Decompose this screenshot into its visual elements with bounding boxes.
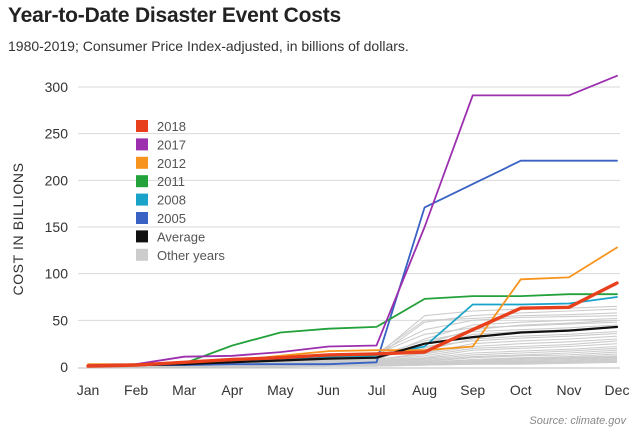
legend-swatch xyxy=(136,230,148,243)
gridlines xyxy=(78,86,620,369)
legend-swatch xyxy=(136,120,148,132)
legend: 2018 2017 2012 2011 2008 2005 Average Other yea… xyxy=(136,119,225,263)
highlighted-series-lines xyxy=(86,74,619,368)
series-line-2018 xyxy=(86,281,619,368)
x-tick-label: Apr xyxy=(221,382,243,398)
x-tick-label: Mar xyxy=(172,382,196,398)
x-tick-label: Nov xyxy=(556,382,581,398)
x-tick-label: Sep xyxy=(460,382,485,398)
legend-label: 2005 xyxy=(157,211,186,226)
x-tick-label: Aug xyxy=(412,382,437,398)
y-tick-label: 250 xyxy=(45,126,69,142)
legend-label: Average xyxy=(157,229,205,244)
legend-swatch xyxy=(136,248,148,261)
legend-label: 2008 xyxy=(157,193,186,208)
legend-swatch xyxy=(136,175,148,188)
y-axis-label: COST IN BILLIONS xyxy=(10,162,26,295)
source-note: Source: climate.gov xyxy=(529,415,626,427)
y-tick-label: 100 xyxy=(45,266,69,282)
legend-swatch xyxy=(136,212,148,224)
page-title: Year-to-Date Disaster Event Costs xyxy=(8,4,342,27)
legend-label: 2017 xyxy=(157,137,186,152)
other-year-line xyxy=(88,361,618,368)
y-tick-label: 50 xyxy=(52,312,68,328)
x-tick-label: Oct xyxy=(510,382,532,398)
x-tick-label: Dec xyxy=(605,382,630,398)
y-tick-label: 150 xyxy=(45,219,69,235)
series-line-2017 xyxy=(87,74,618,367)
legend-label: 2012 xyxy=(157,156,186,171)
x-axis-ticks: Jan Feb Mar Apr May Jun Jul Aug Sep Oct Nov Dec xyxy=(77,382,630,398)
legend-label: Other years xyxy=(157,248,225,263)
x-tick-label: Jan xyxy=(77,382,100,398)
y-tick-label: 300 xyxy=(45,79,69,95)
y-axis-ticks: 0 50 100 150 200 250 300 xyxy=(45,79,69,375)
y-tick-label: 200 xyxy=(45,172,69,188)
x-tick-label: Jul xyxy=(368,382,386,398)
page-subtitle: 1980-2019; Consumer Price Index-adjusted… xyxy=(8,38,409,54)
x-tick-label: Feb xyxy=(124,382,148,398)
legend-label: 2018 xyxy=(157,119,186,134)
legend-swatch xyxy=(136,138,148,151)
legend-swatch xyxy=(136,156,148,169)
legend-label: 2011 xyxy=(157,174,185,189)
y-tick-label: 0 xyxy=(60,359,68,375)
x-tick-label: May xyxy=(267,382,293,398)
legend-swatch xyxy=(136,193,148,206)
x-tick-label: Jun xyxy=(317,382,340,398)
